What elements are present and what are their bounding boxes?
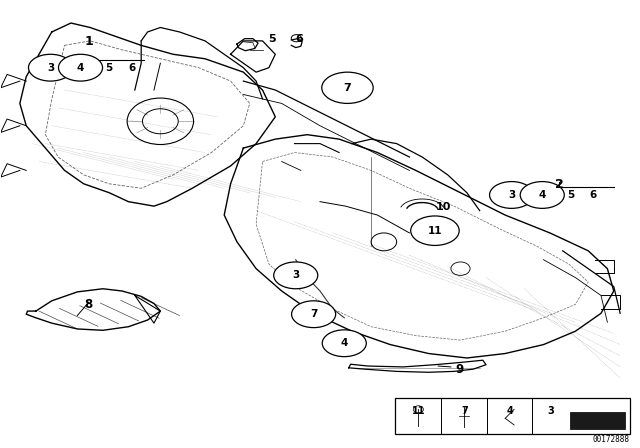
Text: 7: 7 (310, 309, 317, 319)
Text: 6: 6 (296, 34, 303, 43)
Text: 00172888: 00172888 (593, 435, 630, 444)
Ellipse shape (411, 216, 459, 246)
Text: 11: 11 (428, 226, 442, 236)
FancyBboxPatch shape (396, 398, 630, 434)
Text: 7: 7 (344, 83, 351, 93)
Text: 10: 10 (436, 202, 451, 212)
Text: 3: 3 (47, 63, 54, 73)
Ellipse shape (322, 72, 373, 103)
Text: 6: 6 (128, 63, 135, 73)
Text: 6: 6 (589, 190, 597, 200)
Text: 11: 11 (412, 406, 425, 416)
Text: 9: 9 (455, 362, 463, 376)
Text: 3: 3 (548, 406, 554, 416)
Ellipse shape (292, 301, 335, 327)
Ellipse shape (274, 262, 318, 289)
Ellipse shape (322, 330, 366, 357)
Ellipse shape (490, 181, 534, 208)
Text: 8: 8 (84, 298, 93, 311)
Ellipse shape (58, 54, 102, 81)
Text: 4: 4 (77, 63, 84, 73)
Text: 4: 4 (340, 338, 348, 348)
FancyBboxPatch shape (570, 412, 625, 429)
Text: 5: 5 (106, 63, 113, 73)
Ellipse shape (28, 54, 72, 81)
Text: 5: 5 (268, 34, 276, 43)
Text: 3: 3 (292, 270, 300, 280)
Text: 3: 3 (508, 190, 515, 200)
Text: 4: 4 (538, 190, 546, 200)
Ellipse shape (520, 181, 564, 208)
Text: 2: 2 (555, 177, 564, 190)
Text: 7: 7 (461, 406, 468, 416)
Text: 4: 4 (506, 406, 513, 416)
Text: 5: 5 (567, 190, 575, 200)
Text: 1: 1 (84, 34, 93, 47)
